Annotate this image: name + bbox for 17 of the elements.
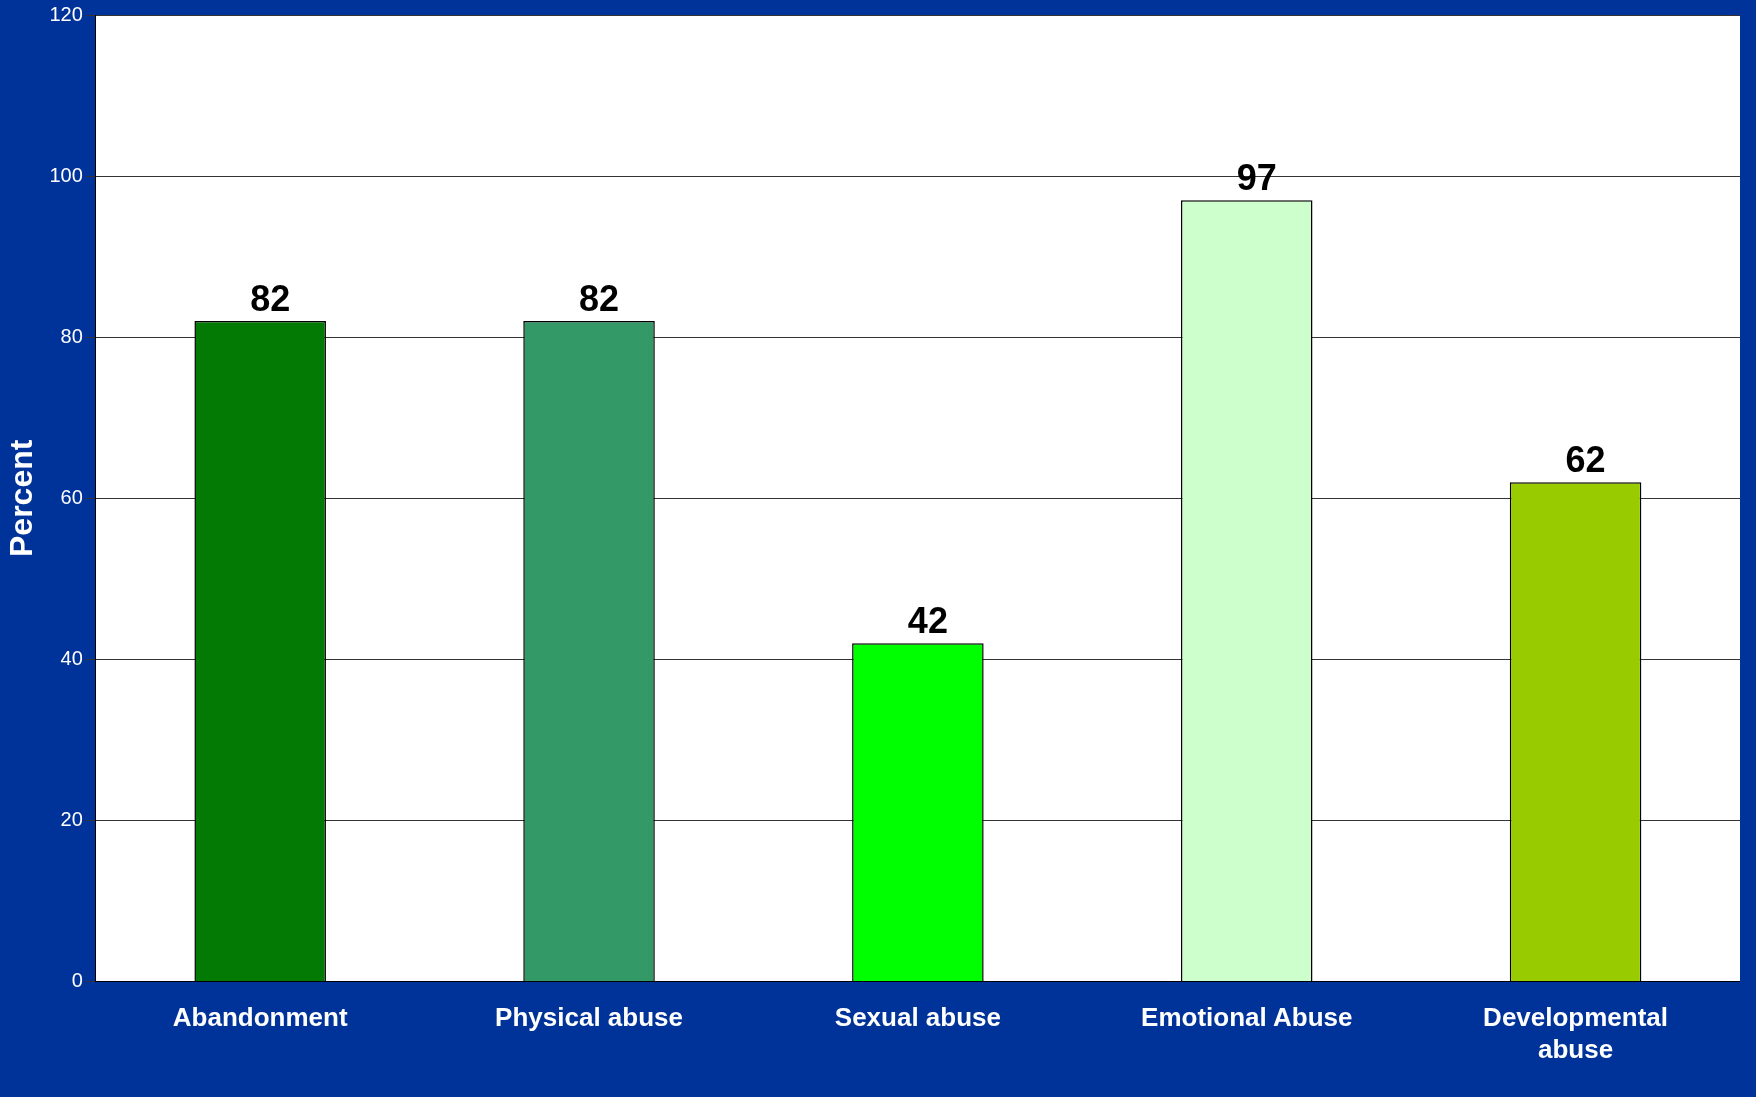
x-tick-label: Emotional Abuse — [1141, 1002, 1353, 1033]
x-tick-label: Developmental abuse — [1483, 1002, 1669, 1064]
x-tick-label: Abandonment — [172, 1002, 348, 1033]
y-tick-label: 80 — [60, 324, 83, 347]
y-tick-label: 40 — [60, 646, 83, 669]
y-tick-label: 120 — [49, 2, 83, 25]
x-tick-label: Physical abuse — [495, 1002, 683, 1033]
data-label: 82 — [250, 278, 291, 320]
y-tick-label: 20 — [60, 808, 83, 831]
x-tick-label: Sexual abuse — [834, 1002, 1001, 1033]
y-tick-label: 100 — [49, 163, 83, 186]
data-label: 42 — [907, 600, 948, 642]
data-label: 82 — [579, 278, 620, 320]
y-tick-label: 60 — [60, 485, 83, 508]
y-axis-title: Percent — [3, 439, 40, 557]
y-tick-label: 0 — [71, 969, 83, 992]
data-label: 62 — [1565, 439, 1606, 481]
